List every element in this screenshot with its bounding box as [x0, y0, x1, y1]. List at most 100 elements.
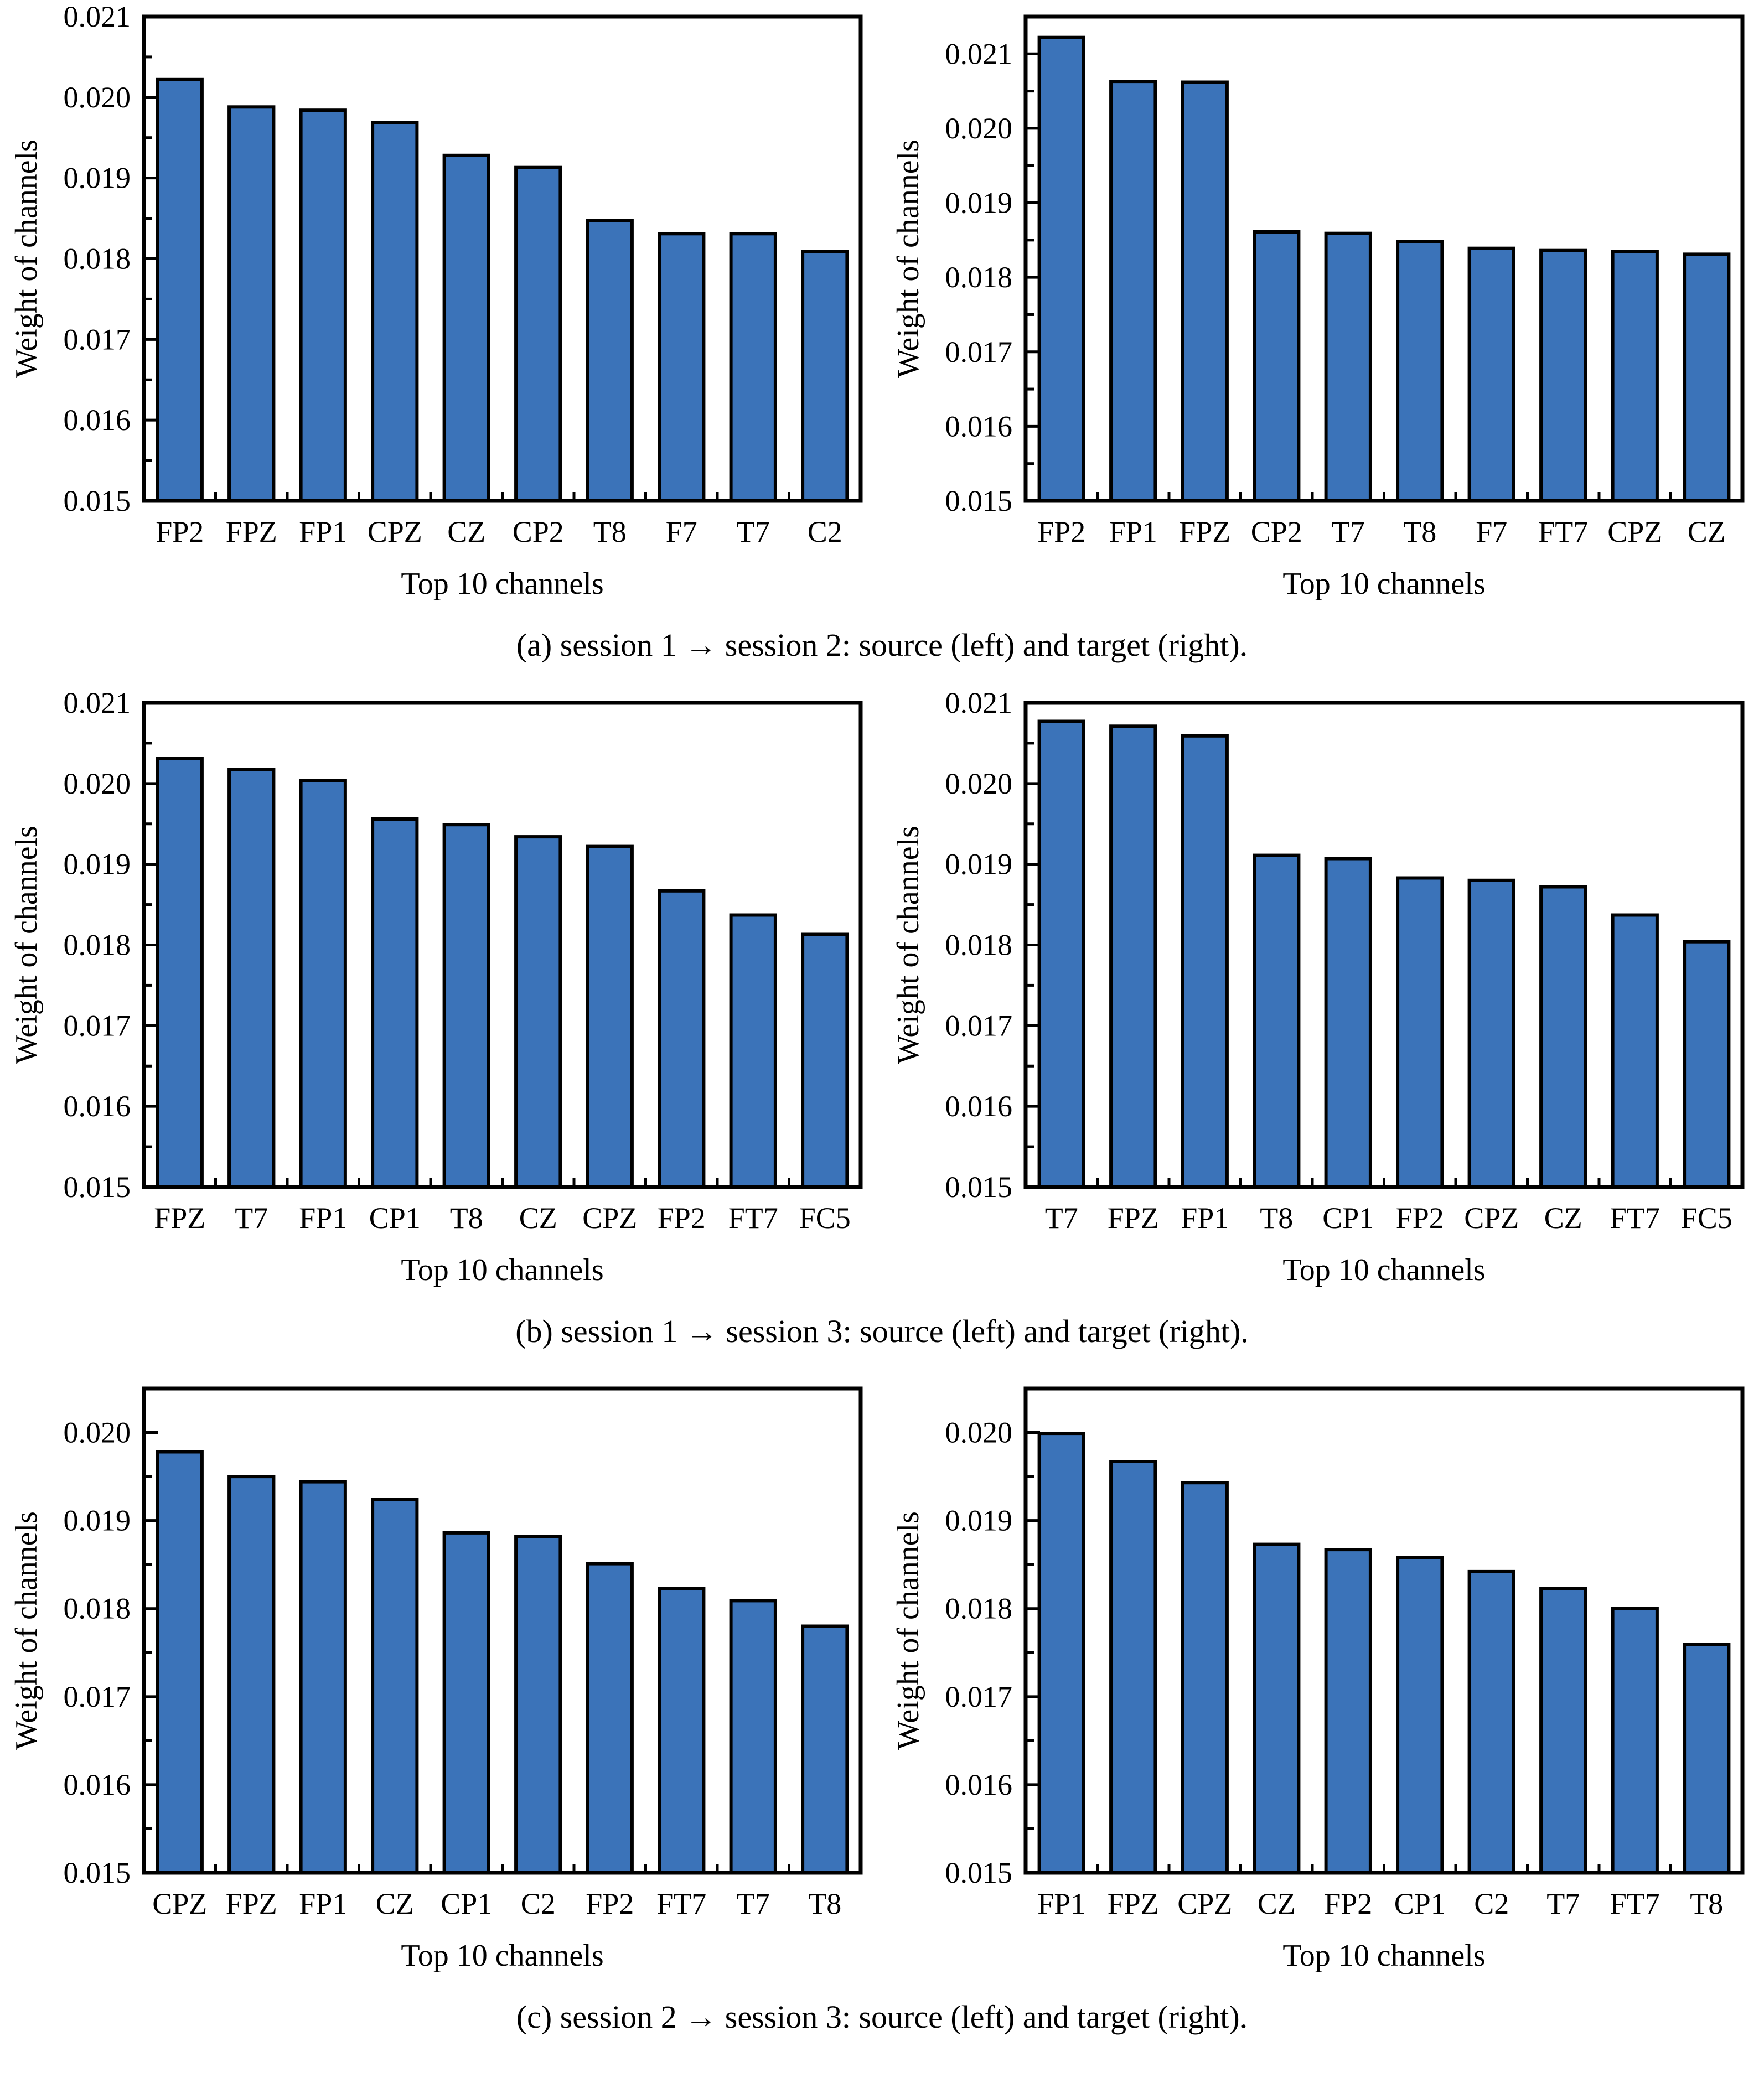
bar-F7 [1467, 246, 1515, 502]
bar-FT7 [729, 913, 777, 1189]
y-axis-tick-label: 0.018 [945, 928, 1013, 961]
bar-CP1 [1396, 1556, 1444, 1875]
y-axis-tick-label: 0.017 [64, 1680, 131, 1713]
chart-pair-a: 0.015 0.016 0.017 0.018 0.019 0.020 0.021 FP2 FP… [0, 0, 1764, 612]
bar-T7 [227, 768, 276, 1189]
y-axis-title: Weight of channels [9, 1511, 44, 1750]
bar-chart-c-source-svg: 0.015 0.016 0.017 0.018 0.019 0.020 CPZ FPZ FP1 C… [9, 1386, 863, 1973]
bar-FP1 [1109, 80, 1157, 503]
bar-chart-a-target-svg: 0.015 0.016 0.017 0.018 0.019 0.020 0.021 FP2 FP… [891, 14, 1745, 601]
y-axis-tick-label: 0.020 [945, 1416, 1013, 1449]
x-axis-category-label: CPZ [152, 1887, 207, 1920]
x-axis-category-label: F7 [666, 515, 697, 548]
bar-FP2 [1324, 1548, 1372, 1875]
y-axis-tick-label: 0.016 [945, 1768, 1013, 1801]
x-axis-category-label: CZ [1258, 1887, 1296, 1920]
x-axis-category-label: FP1 [299, 1887, 347, 1920]
x-axis-category-label: CZ [1544, 1201, 1582, 1235]
y-axis-tick-label: 0.015 [64, 1170, 131, 1204]
x-axis-category-label: CZ [1688, 515, 1726, 548]
y-axis-tick-label: 0.016 [64, 1768, 131, 1801]
bar-FT7 [1611, 1607, 1659, 1875]
bar-FPZ [227, 1475, 276, 1875]
x-axis-category-label: FP1 [1037, 1887, 1085, 1920]
bar-CZ [514, 835, 562, 1189]
bar-CPZ [586, 844, 634, 1189]
x-axis-category-label: FC5 [799, 1201, 851, 1235]
x-axis-category-label: T7 [737, 1887, 770, 1920]
y-axis-tick-label: 0.016 [64, 403, 131, 437]
x-axis-category-label: FP2 [156, 515, 204, 548]
bar-FP1 [299, 778, 347, 1189]
caption-b: (b) session 1 → session 3: source (left)… [515, 1313, 1249, 1349]
bar-CP1 [1324, 857, 1372, 1189]
chart-pair-c: 0.015 0.016 0.017 0.018 0.019 0.020 CPZ FPZ FP1 C… [0, 1372, 1764, 1983]
bar-CPZ [371, 121, 419, 502]
bar-chart-c-target: 0.015 0.016 0.017 0.018 0.019 0.020 FP1 FPZ CPZ C… [882, 1372, 1763, 1983]
bar-FPZ [1109, 1460, 1157, 1875]
x-axis-category-label: CZ [519, 1201, 557, 1235]
bar-chart-b-target: 0.015 0.016 0.017 0.018 0.019 0.020 0.021 T7 FPZ… [882, 686, 1763, 1298]
x-axis-category-label: CP1 [1394, 1887, 1446, 1920]
y-axis-tick-label: 0.019 [64, 162, 131, 195]
bar-chart-a-source: 0.015 0.016 0.017 0.018 0.019 0.020 0.021 FP2 FP… [0, 0, 882, 612]
y-axis-tick-label: 0.017 [64, 323, 131, 356]
x-axis-category-label: FPZ [1108, 1887, 1159, 1920]
y-axis-tick-label: 0.017 [945, 1009, 1013, 1042]
y-axis-tick-label: 0.019 [64, 847, 131, 880]
bar-FT7 [1539, 248, 1587, 502]
y-axis-tick-label: 0.020 [945, 112, 1013, 145]
bar-FP1 [1037, 1432, 1085, 1875]
bar-T7 [1037, 719, 1085, 1189]
bar-T8 [1396, 240, 1444, 502]
x-axis-category-label: F7 [1476, 515, 1507, 548]
x-axis-title: Top 10 channels [1282, 1253, 1485, 1287]
x-axis-category-label: FPZ [226, 1887, 277, 1920]
bar-FP1 [299, 1480, 347, 1875]
x-axis-category-label: FPZ [1108, 1201, 1159, 1235]
bar-CPZ [1467, 878, 1515, 1189]
bar-chart-a-source-svg: 0.015 0.016 0.017 0.018 0.019 0.020 0.021 FP2 FP… [9, 0, 863, 601]
bar-chart-c-target-svg: 0.015 0.016 0.017 0.018 0.019 0.020 FP1 FPZ CPZ C… [891, 1386, 1745, 1973]
x-axis-category-label: FT7 [1610, 1887, 1660, 1920]
x-axis-category-label: CZ [447, 515, 485, 548]
bar-FP2 [156, 77, 204, 503]
x-axis-category-label: CP1 [369, 1201, 421, 1235]
x-axis-category-label: CPZ [1607, 515, 1662, 548]
x-axis-title: Top 10 channels [1282, 1939, 1485, 1973]
bar-chart-b-target-svg: 0.015 0.016 0.017 0.018 0.019 0.020 0.021 T7 FPZ… [891, 686, 1745, 1287]
x-axis-category-label: FP1 [299, 515, 347, 548]
panel-row-c: 0.015 0.016 0.017 0.018 0.019 0.020 CPZ FPZ FP1 C… [0, 1372, 1764, 2058]
x-axis-category-label: CPZ [582, 1201, 637, 1235]
bar-FP2 [586, 1562, 634, 1875]
caption-a: (a) session 1 → session 2: source (left)… [516, 627, 1248, 663]
y-axis-tick-label: 0.019 [945, 847, 1013, 880]
bar-T8 [801, 1624, 849, 1875]
y-axis-tick-label: 0.017 [945, 1680, 1013, 1713]
x-axis-category-label: FPZ [226, 515, 277, 548]
bar-chart-b-source-svg: 0.015 0.016 0.017 0.018 0.019 0.020 0.021 FPZ T7… [9, 686, 863, 1287]
bar-CPZ [1611, 250, 1659, 502]
y-axis-tick-label: 0.019 [945, 186, 1013, 220]
bar-CP2 [1253, 230, 1301, 502]
y-axis-tick-label: 0.019 [945, 1504, 1013, 1537]
bar-FP1 [299, 108, 347, 502]
y-axis-title: Weight of channels [891, 1511, 925, 1750]
y-axis-tick-label: 0.021 [64, 0, 131, 33]
bar-T8 [442, 822, 490, 1189]
y-axis-tick-label: 0.017 [64, 1009, 131, 1042]
x-axis-category-label: CP2 [513, 515, 564, 548]
bar-FPZ [227, 105, 276, 503]
y-axis-title: Weight of channels [891, 826, 925, 1064]
bar-C2 [1467, 1570, 1515, 1875]
bar-CZ [371, 1498, 419, 1875]
y-axis-tick-label: 0.018 [945, 261, 1013, 294]
x-axis-category-label: T8 [808, 1887, 841, 1920]
bar-FP1 [1181, 734, 1229, 1189]
x-axis-category-label: FP1 [1109, 515, 1157, 548]
x-axis-title: Top 10 channels [401, 1253, 603, 1287]
y-axis-tick-label: 0.020 [945, 767, 1013, 800]
y-axis-tick-label: 0.021 [945, 37, 1013, 70]
x-axis-title: Top 10 channels [401, 1939, 603, 1973]
